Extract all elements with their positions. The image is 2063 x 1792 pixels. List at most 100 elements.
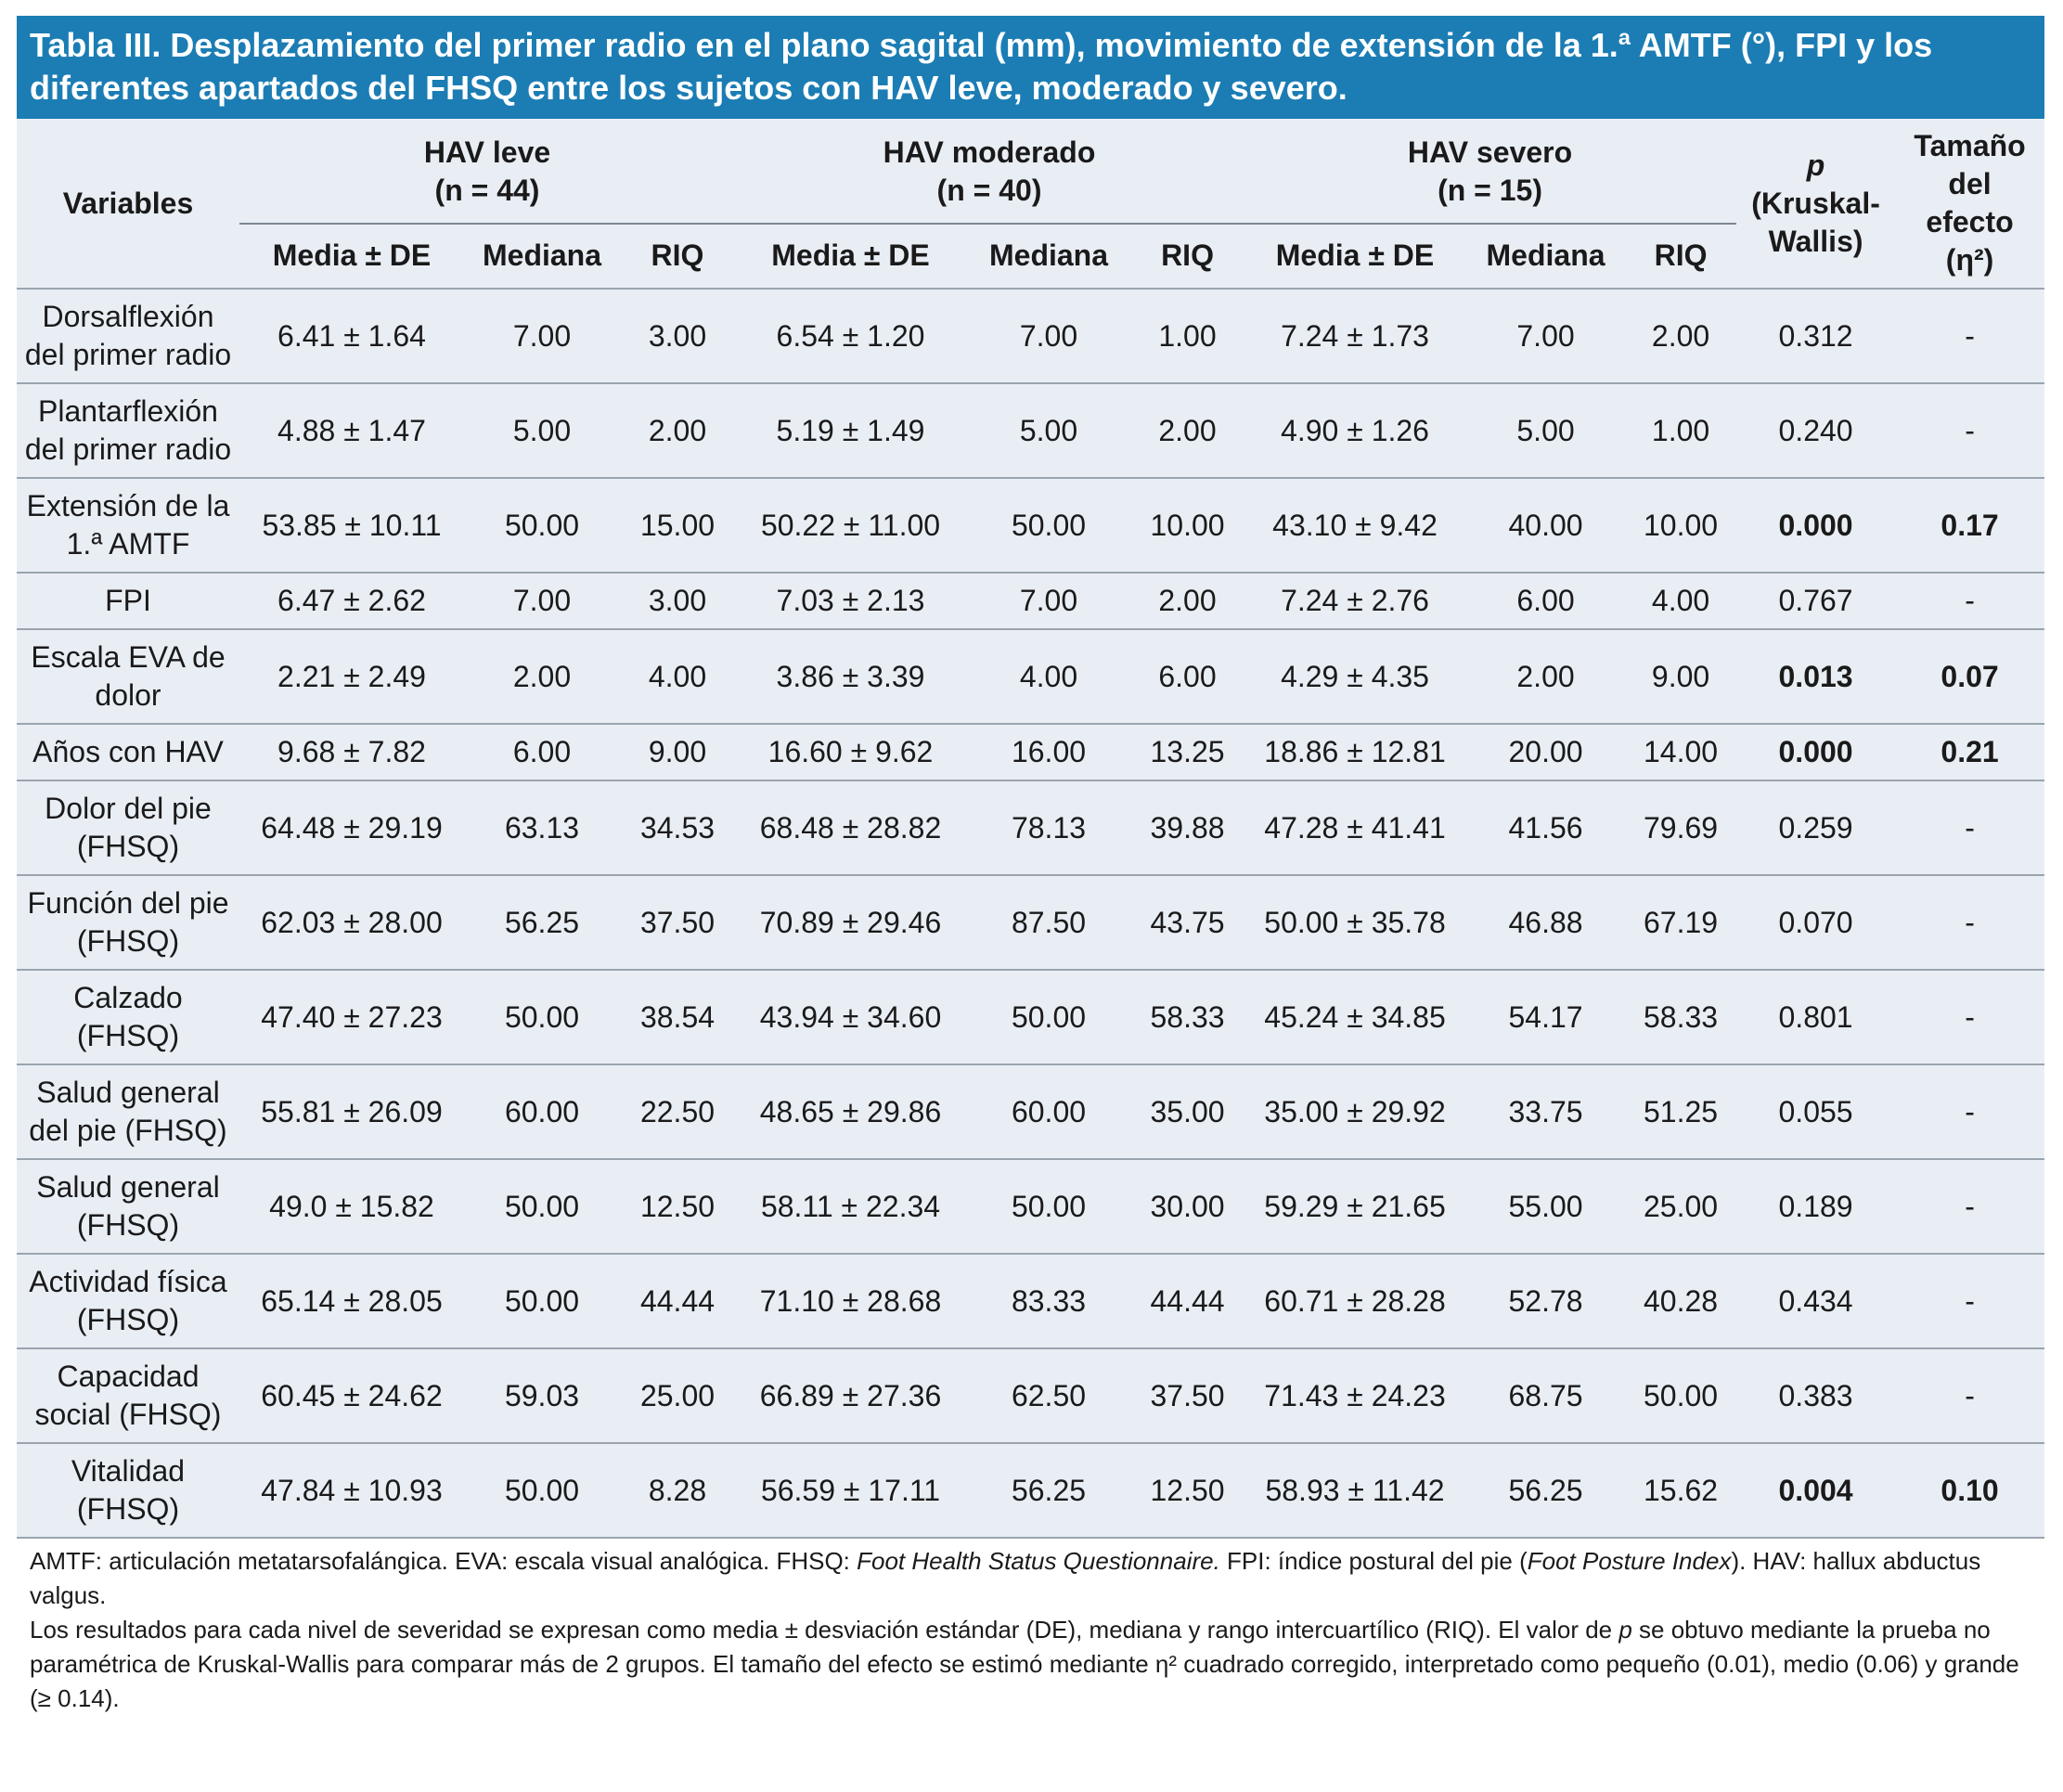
table-cell: 60.00: [966, 1064, 1131, 1159]
table-cell: 9.00: [1625, 628, 1737, 724]
table-cell: 4.90 ± 1.26: [1244, 382, 1467, 478]
table-cell: 1.00: [1625, 382, 1737, 478]
table-cell: 4.00: [966, 628, 1131, 724]
table-row: Años con HAV 9.68 ± 7.82 6.00 9.00 16.60 ± 9…: [17, 723, 2045, 780]
table-cell: 50.00 ± 35.78: [1244, 874, 1467, 970]
table-cell: 0.17: [1895, 477, 2045, 573]
table-row: Capacidad social (FHSQ) 60.45 ± 24.62 59.0…: [17, 1347, 2045, 1443]
table-cell: 6.41 ± 1.64: [239, 288, 464, 383]
footnote-text: Foot Posture Index: [1527, 1547, 1732, 1575]
table-cell: 40.28: [1625, 1253, 1737, 1348]
footnote-text: Foot Health Status Questionnaire.: [857, 1547, 1220, 1575]
table-cell: 33.75: [1466, 1064, 1626, 1159]
table-cell: 0.434: [1736, 1253, 1896, 1348]
row-label: Capacidad social (FHSQ): [17, 1347, 239, 1443]
table-cell: 51.25: [1625, 1064, 1737, 1159]
table-cell: 37.50: [1131, 1347, 1244, 1443]
header-cell: p (Kruskal- Wallis): [1736, 119, 1895, 289]
subheader-cell: RIQ: [1654, 239, 1708, 273]
table-cell: 3.00: [620, 572, 735, 629]
footnote-text: se obtuvo mediante la prueba no paramétr…: [30, 1616, 2019, 1712]
table-cell: 53.85 ± 10.11: [239, 477, 464, 573]
table-cell: 6.00: [1466, 572, 1626, 629]
table-cell: 70.89 ± 29.46: [735, 874, 966, 970]
table-cell: 48.65 ± 29.86: [735, 1064, 966, 1159]
table-cell: 44.44: [1131, 1253, 1244, 1348]
table-cell: 68.75: [1466, 1347, 1626, 1443]
table-cell: 54.17: [1466, 969, 1626, 1064]
table-body: Dorsalflexión del primer radio 6.41 ± 1.6…: [17, 288, 2045, 1539]
table-cell: 7.00: [464, 572, 620, 629]
table-cell: 50.22 ± 11.00: [735, 477, 966, 573]
table-cell: 45.24 ± 34.85: [1244, 969, 1467, 1064]
table-cell: 55.81 ± 26.09: [239, 1064, 464, 1159]
table-cell: 7.00: [464, 288, 620, 383]
table-cell: 25.00: [620, 1347, 735, 1443]
table-cell: 16.60 ± 9.62: [735, 723, 966, 780]
table-cell: 5.00: [966, 382, 1131, 478]
table-cell: 39.88: [1131, 780, 1244, 875]
table-cell: 35.00 ± 29.92: [1244, 1064, 1467, 1159]
table-title: Tabla III. Desplazamiento del primer rad…: [17, 16, 2044, 119]
table-cell: 56.25: [464, 874, 620, 970]
table-cell: 13.25: [1131, 723, 1244, 780]
row-label: Vitalidad (FHSQ): [17, 1442, 239, 1539]
table-cell: -: [1895, 874, 2045, 970]
table-cell: 40.00: [1466, 477, 1626, 573]
group-header: HAV leve (n = 44): [239, 119, 735, 225]
table-cell: 58.93 ± 11.42: [1244, 1442, 1467, 1539]
table-row: Plantarflexión del primer radio 4.88 ± 1.…: [17, 382, 2045, 478]
table-row: Vitalidad (FHSQ) 47.84 ± 10.93 50.00 8.28 56…: [17, 1442, 2045, 1539]
table-cell: 25.00: [1625, 1158, 1737, 1254]
header-row: Media ± DE Mediana RIQ Media ± DE Mediana RIQ…: [17, 224, 2044, 289]
table-cell: 52.78: [1466, 1253, 1626, 1348]
table-cell: 30.00: [1131, 1158, 1244, 1254]
table-cell: 62.03 ± 28.00: [239, 874, 464, 970]
table-panel: Tabla III. Desplazamiento del primer rad…: [17, 16, 2045, 1716]
table-row: Extensión de la 1.ª AMTF 53.85 ± 10.11 50.…: [17, 477, 2045, 573]
table-cell: 20.00: [1466, 723, 1626, 780]
table-row: Calzado (FHSQ) 47.40 ± 27.23 50.00 38.54 43.…: [17, 969, 2045, 1064]
table-cell: 6.00: [464, 723, 620, 780]
row-label: Escala EVA de dolor: [17, 628, 239, 724]
table-cell: 4.00: [1625, 572, 1737, 629]
table-cell: 7.00: [966, 288, 1131, 383]
footnote-text: AMTF: articulación metatarsofalángica. E…: [30, 1547, 857, 1575]
table-cell: 7.03 ± 2.13: [735, 572, 966, 629]
table-cell: 59.03: [464, 1347, 620, 1443]
p-test: (Kruskal- Wallis): [1751, 186, 1880, 258]
table-cell: -: [1895, 1347, 2045, 1443]
table-cell: 63.13: [464, 780, 620, 875]
footnote-text: ). HAV: hallux abductus valgus.: [30, 1547, 1981, 1609]
table-cell: 47.84 ± 10.93: [239, 1442, 464, 1539]
row-label: Dorsalflexión del primer radio: [17, 288, 239, 383]
table-cell: 50.00: [966, 969, 1131, 1064]
table-cell: 58.33: [1131, 969, 1244, 1064]
footnotes: AMTF: articulación metatarsofalángica. E…: [17, 1539, 2044, 1716]
table-cell: 22.50: [620, 1064, 735, 1159]
table-cell: 44.44: [620, 1253, 735, 1348]
table-row: FPI 6.47 ± 2.62 7.00 3.00 7.03 ± 2.13 7.00 2.0…: [17, 572, 2045, 629]
footnote: AMTF: articulación metatarsofalángica. E…: [30, 1544, 2031, 1613]
table-cell: 47.40 ± 27.23: [239, 969, 464, 1064]
table-cell: 64.48 ± 29.19: [239, 780, 464, 875]
table-cell: 6.47 ± 2.62: [239, 572, 464, 629]
table-cell: 7.24 ± 2.76: [1244, 572, 1467, 629]
row-label: Actividad física (FHSQ): [17, 1253, 239, 1348]
subheader-cell: Mediana: [482, 239, 602, 273]
subheader-cell: RIQ: [1161, 239, 1214, 273]
table-row: Función del pie (FHSQ) 62.03 ± 28.00 56.25…: [17, 874, 2045, 970]
table-cell: 10.00: [1625, 477, 1737, 573]
table-cell: 46.88: [1466, 874, 1626, 970]
table-row: Actividad física (FHSQ) 65.14 ± 28.05 50.0…: [17, 1253, 2045, 1348]
table-cell: 0.055: [1736, 1064, 1896, 1159]
table-cell: 14.00: [1625, 723, 1737, 780]
table-cell: -: [1895, 288, 2045, 383]
table-cell: 7.00: [966, 572, 1131, 629]
table-cell: 3.86 ± 3.39: [735, 628, 966, 724]
table-cell: 0.383: [1736, 1347, 1896, 1443]
table-cell: 56.25: [966, 1442, 1131, 1539]
table-cell: 87.50: [966, 874, 1131, 970]
table-cell: 2.00: [620, 382, 735, 478]
